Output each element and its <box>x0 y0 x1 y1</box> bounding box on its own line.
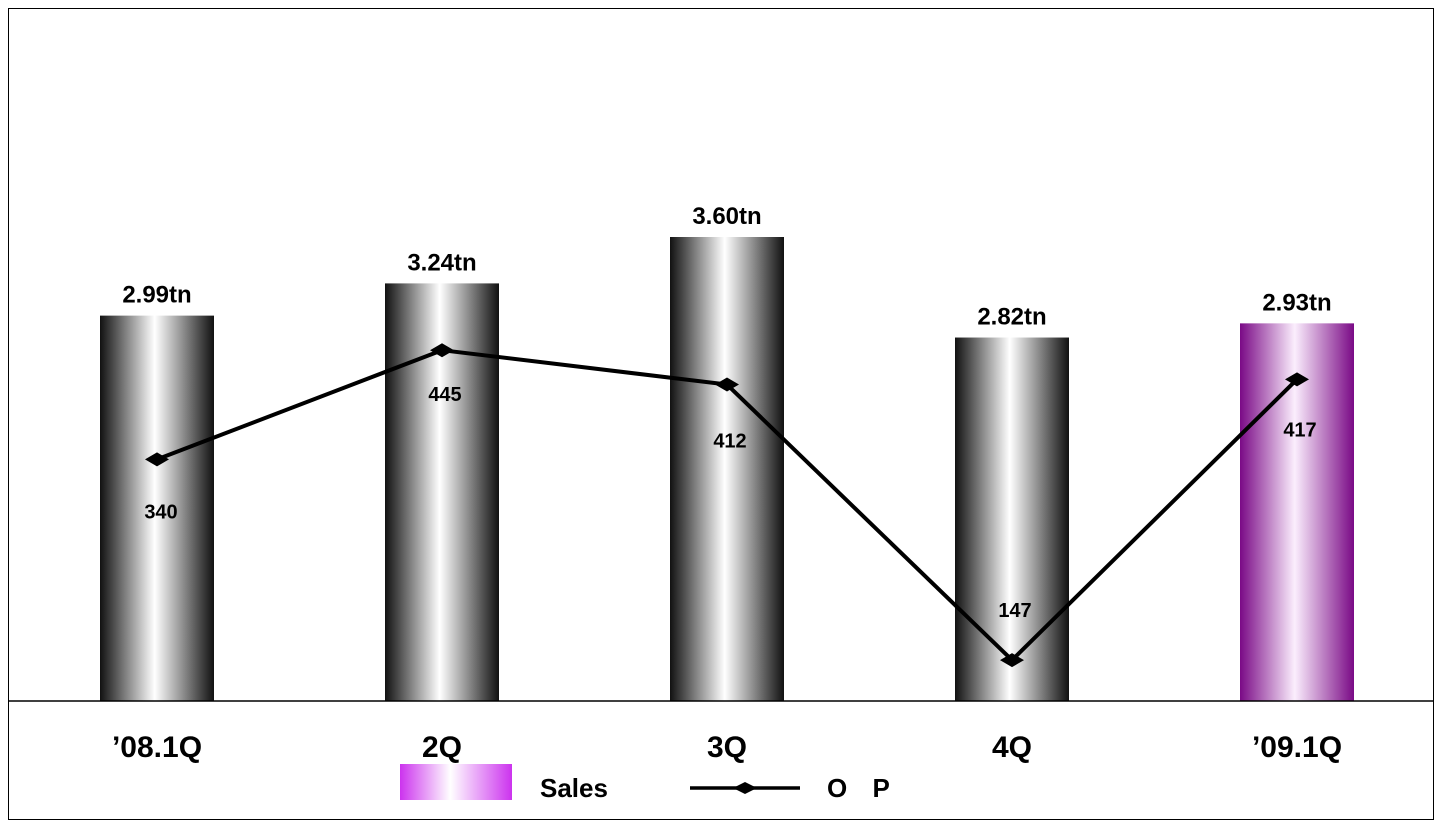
op-value-label-4: 417 <box>1283 419 1316 441</box>
sales-value-label-4: 2.93tn <box>1262 289 1331 316</box>
x-tick-label-4: ’09.1Q <box>1252 731 1342 764</box>
op-value-label-0: 340 <box>144 501 177 523</box>
op-marker-0 <box>145 452 169 467</box>
legend-label-op: O P <box>827 773 890 803</box>
x-tick-label-0: ’08.1Q <box>112 731 202 764</box>
legend-swatch-op-marker <box>733 782 757 794</box>
op-value-label-2: 412 <box>713 431 746 453</box>
bar-sales-2 <box>670 237 784 701</box>
x-tick-label-3: 4Q <box>992 731 1032 764</box>
sales-value-label-1: 3.24tn <box>407 249 476 276</box>
op-marker-1 <box>430 343 454 358</box>
op-marker-3 <box>1000 653 1024 668</box>
x-tick-label-1: 2Q <box>422 731 462 764</box>
bar-sales-3 <box>955 337 1069 701</box>
op-value-label-3: 147 <box>998 600 1031 622</box>
legend-swatch-sales <box>400 764 512 800</box>
sales-value-label-3: 2.82tn <box>977 304 1046 331</box>
op-marker-2 <box>715 377 739 392</box>
legend-label-sales: Sales <box>540 773 608 803</box>
bar-sales-0 <box>100 315 214 701</box>
sales-value-label-0: 2.99tn <box>122 282 191 309</box>
op-value-label-1: 445 <box>428 384 461 406</box>
op-marker-4 <box>1285 372 1309 387</box>
legend: Sales O P <box>400 764 890 803</box>
sales-value-label-2: 3.60tn <box>692 203 761 230</box>
x-tick-label-2: 3Q <box>707 731 747 764</box>
